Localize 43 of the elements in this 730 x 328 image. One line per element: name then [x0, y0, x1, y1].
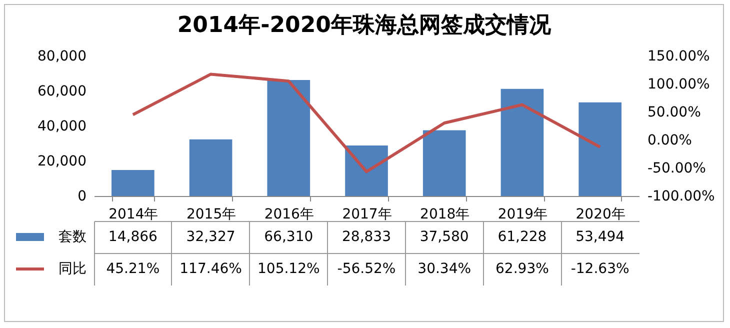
y2-tick-label: 0.00% — [648, 132, 692, 148]
line-series — [131, 72, 602, 174]
data-label: -12.63% — [570, 261, 630, 277]
data-label: 32,327 — [186, 229, 236, 245]
x-tick-label: 2019年 — [498, 206, 548, 222]
x-tick-label: 2016年 — [264, 206, 314, 222]
x-tick-label: 2015年 — [186, 206, 236, 222]
data-label: 30.34% — [418, 261, 472, 277]
x-tick-label: 2017年 — [342, 206, 392, 222]
bar — [422, 130, 466, 196]
y2-tick-label: 150.00% — [648, 48, 710, 64]
legend-label: 套数 — [58, 229, 86, 245]
y-tick-label: 0 — [78, 188, 86, 204]
chart-title: 2014年-2020年珠海总网签成交情况 — [177, 12, 552, 38]
bar — [189, 139, 232, 196]
data-label: 66,310 — [264, 229, 314, 245]
y2-tick-label: 50.00% — [648, 104, 701, 120]
y-tick-label: 60,000 — [38, 84, 86, 100]
x-tick-label: 2020年 — [576, 206, 626, 222]
data-label: 28,833 — [342, 229, 391, 245]
data-label: 37,580 — [420, 229, 469, 245]
bar — [578, 102, 622, 196]
data-label: 62.93% — [496, 261, 549, 277]
y2-tick-label: -50.00% — [648, 160, 706, 176]
y2-tick-label: -100.00% — [648, 188, 715, 204]
y2-tick-label: 100.00% — [648, 76, 710, 92]
bar — [112, 170, 154, 196]
data-label: 53,494 — [576, 229, 625, 245]
data-label: 61,228 — [498, 229, 547, 245]
x-tick-label: 2018年 — [420, 206, 470, 222]
bar — [267, 80, 310, 196]
legend-label: 同比 — [58, 261, 86, 277]
data-label: 117.46% — [180, 261, 242, 277]
y-tick-label: 20,000 — [38, 154, 86, 170]
data-label: 105.12% — [257, 261, 320, 277]
bar — [500, 88, 544, 196]
data-label: 45.21% — [106, 261, 160, 277]
y-tick-label: 40,000 — [38, 118, 86, 134]
y-tick-label: 80,000 — [38, 48, 86, 64]
bar — [345, 146, 388, 196]
x-tick-label: 2014年 — [108, 206, 158, 222]
data-label: 14,866 — [108, 229, 158, 245]
data-label: -56.52% — [337, 261, 396, 277]
